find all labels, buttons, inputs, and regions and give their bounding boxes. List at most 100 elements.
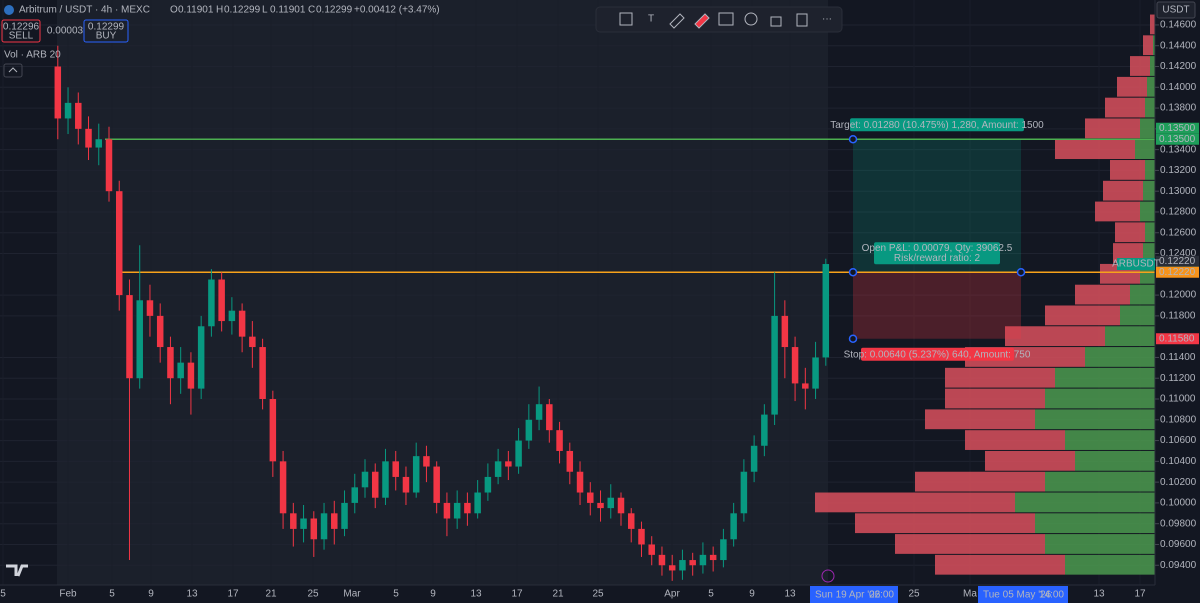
candle-body: [740, 471, 748, 514]
candle-body: [269, 399, 277, 462]
candle-body: [392, 461, 399, 477]
y-tick-label: 0.09400: [1160, 560, 1197, 571]
candle-body: [331, 513, 338, 529]
profile-buy: [1085, 347, 1155, 367]
spread: 0.00003: [47, 26, 84, 37]
candle-body: [474, 492, 481, 514]
candle-body: [505, 461, 512, 467]
time-marker-box: [810, 586, 898, 603]
candles: [54, 45, 830, 581]
profile-buy: [1035, 409, 1155, 430]
tool-settings[interactable]: [744, 12, 758, 26]
y-tick-label: 0.09800: [1160, 518, 1197, 529]
y-tick-label: 0.11200: [1160, 373, 1196, 384]
labels: 5 Feb 5 9 13 17 21 25 Mar 5 9 13 17 21 25 Apr 5 9 13 25 Ma 13…: [0, 118, 1199, 603]
sell-button[interactable]: [1, 19, 41, 43]
y-tick-label: 0.14600: [1160, 20, 1197, 31]
profile-sell: [1103, 180, 1143, 201]
candle-body: [351, 487, 359, 503]
x-tick-label: 5: [109, 589, 115, 600]
symbol-icon: [4, 5, 14, 15]
tool-fill[interactable]: [669, 13, 685, 29]
x-tick-label: Ma: [963, 589, 977, 600]
x-tick-label: Feb: [59, 589, 77, 600]
tool-text[interactable]: T: [648, 14, 654, 25]
position-handle: [1016, 267, 1026, 277]
profile-buy: [1045, 471, 1155, 492]
currency-button[interactable]: [1156, 1, 1196, 19]
profile-buy: [1147, 76, 1155, 97]
tool-template[interactable]: [619, 12, 633, 26]
price-label: 0.11580: [1159, 333, 1195, 344]
candle-body: [167, 347, 174, 379]
candle-body: [791, 347, 799, 384]
selected-range: [57, 0, 828, 585]
candle-body: [761, 414, 768, 446]
candle-body: [525, 419, 533, 441]
currency: USDT: [1162, 5, 1189, 16]
candle-body: [208, 279, 215, 327]
price-label: 0.13500: [1159, 134, 1196, 145]
profile-sell: [945, 388, 1045, 409]
collapse-icon: [8, 67, 18, 73]
price-label: 0.12220: [1159, 256, 1196, 267]
candle-body: [95, 139, 103, 148]
tool-style[interactable]: [718, 12, 734, 26]
profile-buy: [1120, 305, 1155, 326]
profile-buy: [1135, 139, 1155, 160]
profile-buy: [1105, 326, 1155, 347]
candle-body: [812, 357, 819, 389]
candle-body: [300, 518, 307, 529]
candle-body: [658, 554, 666, 566]
x-tick-label: 25: [592, 589, 604, 600]
candle-body: [371, 471, 379, 498]
candle-body: [341, 502, 348, 529]
tool-delete[interactable]: [796, 13, 808, 27]
collapse-button[interactable]: [3, 63, 23, 78]
tool-color[interactable]: [694, 13, 710, 29]
candle-body: [156, 315, 164, 348]
profile-sell: [1105, 97, 1145, 118]
time-marker-time: 02:00: [869, 590, 894, 601]
y-tick-label: 0.12000: [1160, 290, 1197, 301]
header: Arbitrum / USDT · 4h · MEXC 0.12296 SELL…: [1, 1, 1196, 78]
profile-sell: [1085, 118, 1140, 139]
candle-body: [587, 492, 594, 503]
tool-lock[interactable]: [770, 16, 782, 27]
candle-body: [515, 440, 522, 467]
price-label-box: [1156, 133, 1199, 145]
y-tick-label: 0.12800: [1160, 207, 1197, 218]
profile-sell: [1117, 76, 1147, 97]
x-tick-label: 21: [552, 589, 564, 600]
profile-buy: [1145, 222, 1155, 243]
x-tick-label: 13: [186, 589, 198, 600]
candle-body: [146, 300, 154, 316]
stop-label: Stop: 0.00640 (5.237%) 640, Amount: 750: [844, 349, 1031, 360]
candle-body: [433, 466, 440, 503]
y-tick-label: 0.12600: [1160, 227, 1197, 238]
candle-body: [484, 476, 492, 493]
x-tick-label: 5: [393, 589, 399, 600]
event-icon[interactable]: [821, 569, 835, 583]
candle-body: [197, 326, 205, 389]
profile-buy: [1045, 388, 1155, 409]
candle-body: [218, 279, 225, 322]
profile-sell: [1095, 201, 1140, 222]
buy-button[interactable]: [83, 19, 129, 43]
stop-zone: [853, 272, 1021, 339]
logo: [6, 564, 835, 583]
x-tick-label: 17: [511, 589, 523, 600]
candle-body: [105, 139, 113, 192]
target-label: Target: 0.01280 (10.475%) 1,280, Amount:…: [830, 120, 1044, 131]
x-tick-label: 21: [265, 589, 277, 600]
price-label: 0.13500: [1159, 123, 1196, 134]
x-tick-label: 5: [708, 589, 714, 600]
tool-more[interactable]: ···: [822, 14, 832, 25]
y-tick-label: 0.13200: [1160, 165, 1197, 176]
candle-body: [177, 362, 184, 379]
target-label-box: [850, 118, 1024, 132]
y-tick-label: 0.14000: [1160, 82, 1197, 93]
y-tick-label: 0.14200: [1160, 61, 1197, 72]
x-tick-label: 9: [148, 589, 154, 600]
ohlc-value: 0.12299: [316, 5, 353, 16]
